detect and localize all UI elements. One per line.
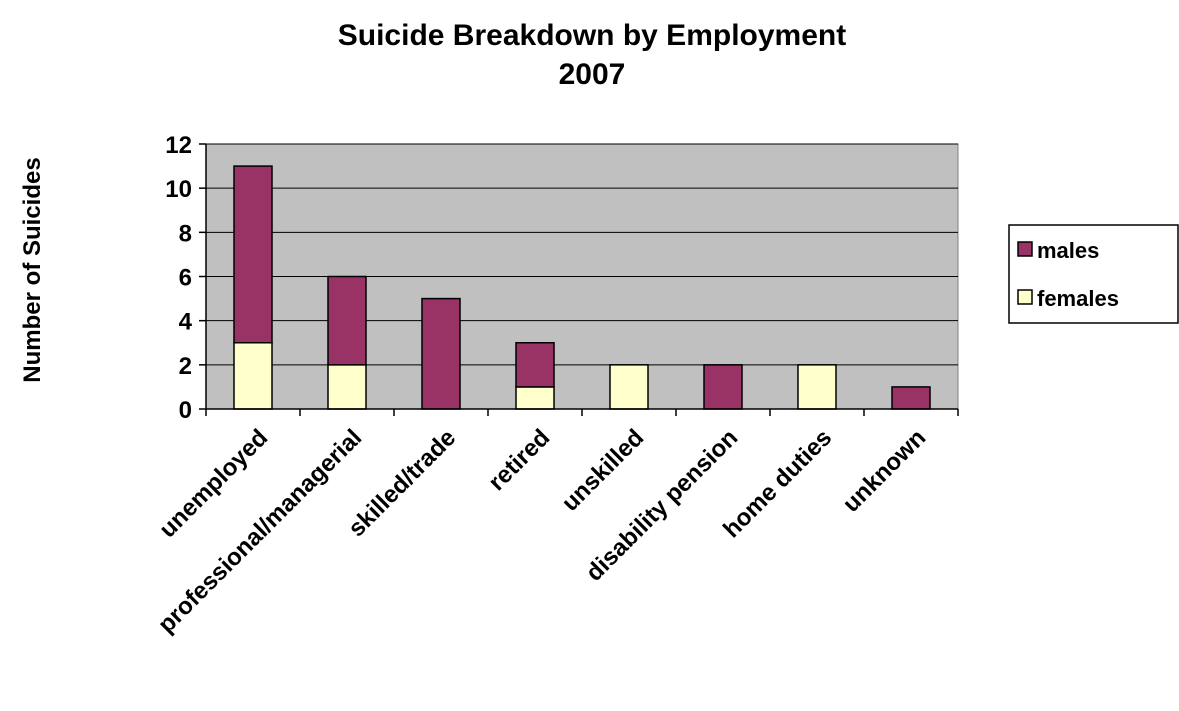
bar-females — [797, 364, 837, 410]
bar-females — [609, 364, 649, 410]
axes — [199, 143, 959, 416]
bar-males — [233, 165, 273, 344]
chart-title: Suicide Breakdown by Employment 2007 — [338, 19, 846, 91]
legend-label-females: females — [1037, 286, 1119, 311]
y-tick-label: 2 — [179, 353, 192, 380]
bar-females — [327, 364, 367, 410]
y-tick-label: 10 — [165, 176, 192, 203]
bar-males — [421, 297, 461, 410]
y-tick-labels: 0 2 4 6 8 10 12 — [165, 132, 192, 424]
legend-swatch-females — [1017, 289, 1033, 305]
y-axis-label: Number of Suicides — [19, 157, 46, 382]
x-category-labels: unemployedprofessional/managerialskilled… — [153, 424, 931, 638]
y-tick-label: 4 — [179, 309, 193, 336]
bar-females — [233, 342, 273, 410]
bar-males — [703, 364, 743, 410]
x-category-label: unknown — [838, 424, 932, 518]
y-tick-label: 12 — [165, 132, 192, 159]
bar-males — [891, 386, 931, 410]
chart-title-line-2: 2007 — [559, 58, 626, 91]
y-tick-label: 8 — [179, 220, 192, 247]
legend-label-males: males — [1037, 238, 1099, 263]
bar-females — [515, 386, 555, 410]
legend-box — [1008, 224, 1179, 324]
legend-swatch-males — [1017, 241, 1033, 257]
x-category-label: unskilled — [557, 424, 650, 517]
legend: males females — [1008, 224, 1179, 324]
y-tick-label: 6 — [179, 265, 192, 292]
bar-males — [327, 275, 367, 366]
bars — [233, 165, 931, 410]
chart-title-line-1: Suicide Breakdown by Employment — [338, 19, 846, 52]
y-tick-label: 0 — [179, 397, 192, 424]
bar-males — [515, 342, 555, 388]
x-category-label: retired — [483, 424, 555, 496]
